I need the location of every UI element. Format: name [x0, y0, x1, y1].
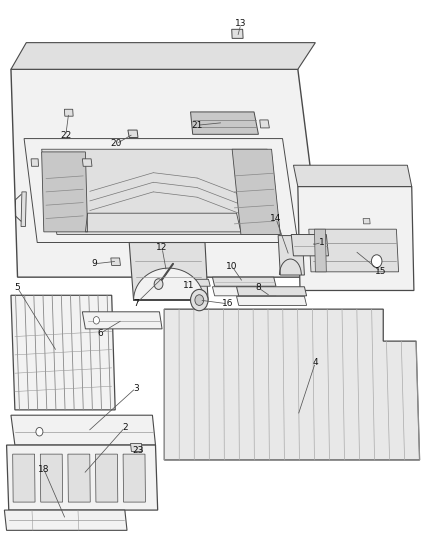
- Polygon shape: [11, 69, 324, 277]
- Polygon shape: [232, 29, 243, 38]
- Polygon shape: [7, 445, 158, 510]
- Text: 20: 20: [110, 140, 122, 148]
- Circle shape: [195, 295, 204, 305]
- Text: 1: 1: [319, 238, 325, 247]
- Text: 23: 23: [132, 446, 144, 455]
- Text: 4: 4: [313, 358, 318, 367]
- Polygon shape: [134, 268, 204, 300]
- Polygon shape: [212, 277, 276, 286]
- Text: 11: 11: [183, 281, 194, 289]
- Polygon shape: [237, 287, 307, 296]
- Circle shape: [93, 317, 99, 324]
- Polygon shape: [64, 109, 73, 116]
- Polygon shape: [42, 149, 280, 235]
- Polygon shape: [165, 279, 210, 286]
- Polygon shape: [298, 187, 414, 290]
- Polygon shape: [363, 219, 370, 224]
- Text: 18: 18: [38, 465, 49, 473]
- Polygon shape: [82, 159, 92, 166]
- Polygon shape: [4, 510, 127, 530]
- Polygon shape: [128, 130, 138, 138]
- Circle shape: [371, 255, 382, 268]
- Text: 10: 10: [226, 262, 238, 271]
- Circle shape: [154, 279, 163, 289]
- Polygon shape: [68, 454, 90, 502]
- Text: 12: 12: [156, 244, 168, 252]
- Polygon shape: [11, 415, 155, 445]
- Polygon shape: [82, 312, 162, 329]
- Polygon shape: [291, 235, 328, 256]
- Polygon shape: [131, 443, 142, 451]
- Polygon shape: [293, 165, 412, 187]
- Polygon shape: [212, 287, 276, 296]
- Polygon shape: [278, 236, 304, 275]
- Polygon shape: [11, 295, 115, 410]
- Text: 16: 16: [222, 300, 233, 308]
- Text: 6: 6: [98, 329, 104, 337]
- Polygon shape: [123, 454, 145, 502]
- Polygon shape: [11, 43, 315, 69]
- Polygon shape: [111, 258, 120, 265]
- Polygon shape: [95, 454, 118, 502]
- Polygon shape: [237, 296, 307, 305]
- Text: 2: 2: [122, 423, 127, 432]
- Polygon shape: [13, 454, 35, 502]
- Text: 7: 7: [133, 300, 139, 308]
- Polygon shape: [21, 192, 26, 227]
- Text: 8: 8: [255, 284, 261, 292]
- Text: 22: 22: [60, 132, 71, 140]
- Polygon shape: [129, 243, 208, 300]
- Polygon shape: [260, 120, 269, 128]
- Polygon shape: [40, 454, 63, 502]
- Polygon shape: [314, 229, 326, 272]
- Text: 15: 15: [375, 268, 387, 276]
- Polygon shape: [42, 152, 88, 232]
- Text: 3: 3: [133, 384, 139, 392]
- Polygon shape: [309, 229, 399, 272]
- Text: 14: 14: [270, 214, 282, 223]
- Text: 9: 9: [91, 260, 97, 268]
- Text: 21: 21: [191, 121, 203, 130]
- Circle shape: [191, 289, 208, 311]
- Circle shape: [36, 427, 43, 436]
- Text: 5: 5: [14, 284, 21, 292]
- Polygon shape: [191, 112, 258, 134]
- Polygon shape: [232, 149, 280, 235]
- Polygon shape: [164, 309, 420, 460]
- Polygon shape: [31, 159, 39, 166]
- Text: 13: 13: [235, 20, 247, 28]
